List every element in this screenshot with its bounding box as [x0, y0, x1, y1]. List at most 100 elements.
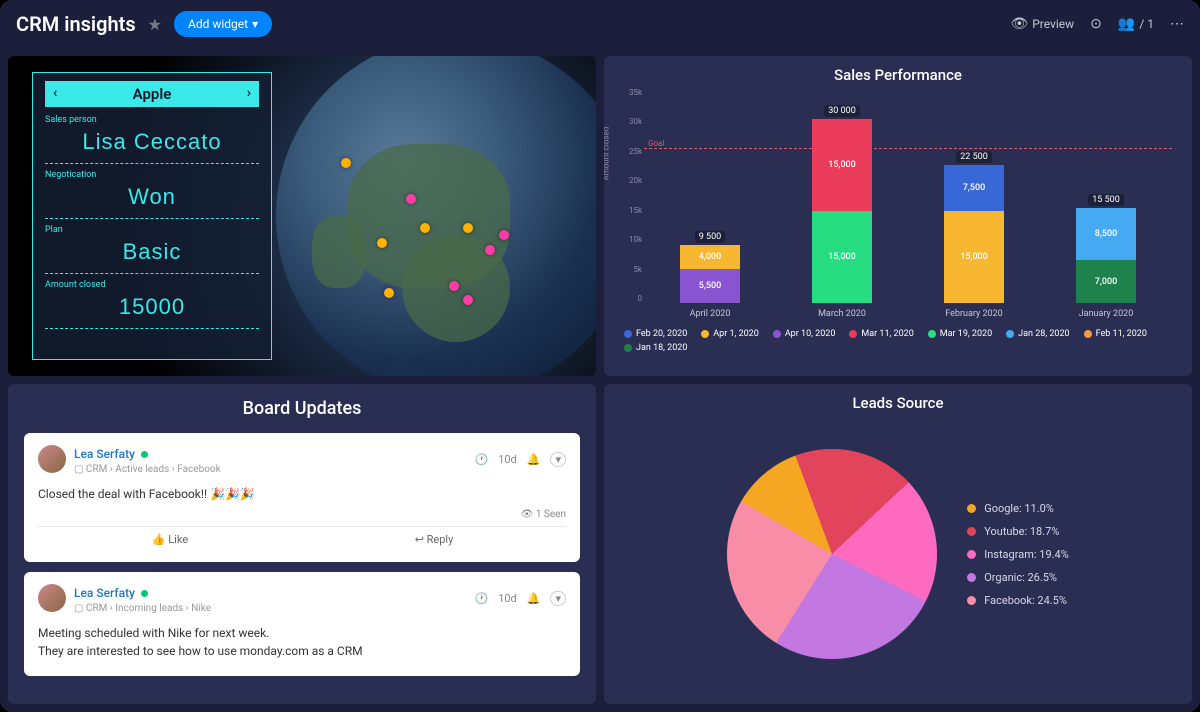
bell-icon[interactable]: 🔔	[527, 453, 541, 466]
y-axis: 35k30k25k20k15k10k5k0	[614, 88, 642, 303]
legend-dot-icon	[967, 527, 976, 536]
star-icon[interactable]: ★	[148, 15, 162, 34]
update-body: Closed the deal with Facebook!! 🎉🎉🎉	[38, 475, 566, 509]
dashboard-grid: ‹ Apple › Sales person Lisa CeccatoNegot…	[0, 48, 1200, 712]
legend-item: Feb 11, 2020	[1084, 329, 1147, 339]
chart-title: Sales Performance	[604, 56, 1192, 88]
legend-label: Feb 11, 2020	[1096, 329, 1147, 339]
chevron-down-icon[interactable]: ▾	[550, 591, 566, 606]
card-field-label: Negotication	[45, 170, 259, 180]
breadcrumb[interactable]: ▢ CRM › Incoming leads › Nike	[74, 603, 211, 614]
update-header: Lea Serfaty ▢ CRM › Incoming leads › Nik…	[38, 582, 566, 614]
legend-label: Jan 18, 2020	[636, 343, 687, 353]
bar-stack: 15,00015,000	[812, 119, 872, 303]
bars-container: 9 500 5,5004,000 30 000 15,00015,000 22 …	[644, 88, 1172, 303]
y-tick: 15k	[614, 206, 642, 215]
pie-legend: Google: 11.0% Youtube: 18.7% Instagram: …	[967, 502, 1069, 607]
bar-total-label: 9 500	[695, 231, 725, 243]
update-user[interactable]: Lea Serfaty	[74, 447, 135, 461]
breadcrumb[interactable]: ▢ CRM › Active leads › Facebook	[74, 464, 221, 475]
update-actions: 👍 Like ↩ Reply	[38, 526, 566, 552]
map-pin[interactable]	[449, 281, 459, 291]
legend-dot-icon	[624, 344, 632, 352]
globe-panel: ‹ Apple › Sales person Lisa CeccatoNegot…	[8, 56, 596, 376]
pie-legend-label: Google: 11.0%	[984, 502, 1054, 515]
y-axis-label: Amount closed	[604, 126, 611, 180]
card-field-label: Amount closed	[45, 280, 259, 290]
card-header: ‹ Apple ›	[45, 81, 259, 107]
map-pin[interactable]	[341, 158, 351, 168]
x-axis-labels: April 2020March 2020February 2020January…	[644, 303, 1172, 325]
legend-item: Mar 11, 2020	[849, 329, 913, 339]
map-pin[interactable]	[377, 238, 387, 248]
y-tick: 35k	[614, 88, 642, 97]
map-pin[interactable]	[485, 245, 495, 255]
bar-stack: 7,0008,500	[1076, 208, 1136, 303]
legend-label: Apr 1, 2020	[713, 329, 759, 339]
updates-title: Board Updates	[8, 384, 596, 433]
update-card: Lea Serfaty ▢ CRM › Incoming leads › Nik…	[24, 572, 580, 676]
legend-dot-icon	[624, 330, 632, 338]
pie-legend-label: Youtube: 18.7%	[984, 525, 1059, 538]
y-tick: 25k	[614, 147, 642, 156]
update-user[interactable]: Lea Serfaty	[74, 586, 135, 600]
chevron-down-icon[interactable]: ▾	[550, 452, 566, 467]
card-field-value: Lisa Ceccato	[45, 125, 259, 164]
add-widget-label: Add widget	[188, 17, 248, 31]
bar-segment: 7,000	[1076, 260, 1136, 303]
card-field-label: Plan	[45, 225, 259, 235]
people-count[interactable]: 👥 / 1	[1118, 16, 1154, 32]
legend-item: Apr 10, 2020	[773, 329, 836, 339]
y-tick: 10k	[614, 235, 642, 244]
board-updates-panel: Board Updates Lea Serfaty ▢ CRM › Active…	[8, 384, 596, 704]
comment-icon[interactable]: ⊙	[1090, 16, 1102, 32]
more-icon[interactable]: ⋯	[1170, 16, 1184, 32]
pie-legend-item: Google: 11.0%	[967, 502, 1069, 515]
x-label: March 2020	[812, 309, 872, 319]
bar-stack: 15,0007,500	[944, 165, 1004, 303]
legend-item: Feb 20, 2020	[624, 329, 687, 339]
avatar[interactable]	[38, 445, 66, 473]
bar-column: 22 500 15,0007,500	[944, 151, 1004, 303]
prev-icon[interactable]: ‹	[53, 85, 57, 101]
legend-label: Mar 19, 2020	[940, 329, 992, 339]
eye-icon: 👁	[1010, 16, 1028, 32]
avatar[interactable]	[38, 584, 66, 612]
reply-button[interactable]: ↩ Reply	[302, 527, 566, 552]
legend-dot-icon	[928, 330, 936, 338]
online-status-icon	[141, 590, 148, 597]
pie-legend-label: Facebook: 24.5%	[984, 594, 1067, 607]
bar-total-label: 22 500	[956, 151, 992, 163]
legend-label: Mar 11, 2020	[861, 329, 913, 339]
next-icon[interactable]: ›	[247, 85, 251, 101]
map-pin[interactable]	[384, 288, 394, 298]
bell-icon[interactable]: 🔔	[527, 592, 541, 605]
chart-area: Amount closed 35k30k25k20k15k10k5k0 Goal…	[644, 88, 1172, 303]
legend-item: Jan 18, 2020	[624, 343, 687, 353]
x-label: February 2020	[944, 309, 1004, 319]
page-title: CRM insights	[16, 12, 136, 36]
update-time: 10d	[498, 592, 517, 605]
legend-dot-icon	[967, 573, 976, 582]
legend-label: Feb 20, 2020	[636, 329, 687, 339]
pie-legend-label: Instagram: 19.4%	[984, 548, 1069, 561]
bar-segment: 15,000	[812, 119, 872, 211]
preview-button[interactable]: 👁 Preview	[1010, 16, 1074, 32]
x-label: January 2020	[1076, 309, 1136, 319]
add-widget-button[interactable]: Add widget ▾	[174, 11, 272, 37]
bar-segment: 7,500	[944, 165, 1004, 211]
legend-label: Apr 10, 2020	[785, 329, 836, 339]
bar-segment: 15,000	[944, 211, 1004, 303]
map-pin[interactable]	[406, 194, 416, 204]
clock-icon: 🕐	[474, 592, 488, 605]
leads-source-panel: Leads Source Google: 11.0% Youtube: 18.7…	[604, 384, 1192, 704]
legend-dot-icon	[967, 550, 976, 559]
legend-item: Jan 28, 2020	[1006, 329, 1069, 339]
preview-label: Preview	[1032, 17, 1074, 31]
leads-title: Leads Source	[604, 384, 1192, 416]
legend-dot-icon	[1006, 330, 1014, 338]
like-button[interactable]: 👍 Like	[38, 527, 302, 552]
clock-icon: 🕐	[474, 453, 488, 466]
y-tick: 20k	[614, 176, 642, 185]
bar-segment: 15,000	[812, 211, 872, 303]
